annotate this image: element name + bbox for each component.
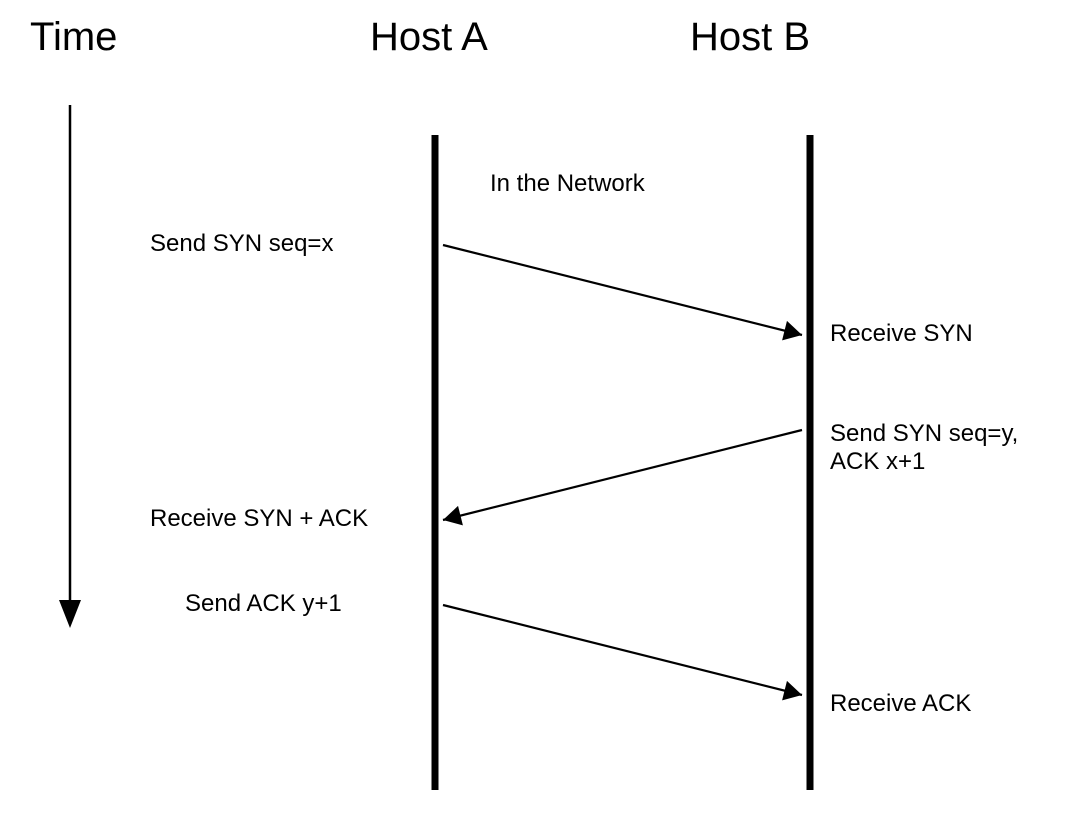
ack-message-arrowhead	[782, 681, 802, 700]
syn-message-arrowhead	[782, 321, 802, 340]
syn-message-arrow	[443, 245, 802, 335]
synack-message-arrowhead	[443, 506, 463, 525]
synack-message-arrow	[443, 430, 802, 520]
ack-message-arrow	[443, 605, 802, 695]
time-axis-arrowhead	[59, 600, 81, 628]
sequence-diagram-svg	[0, 0, 1080, 817]
